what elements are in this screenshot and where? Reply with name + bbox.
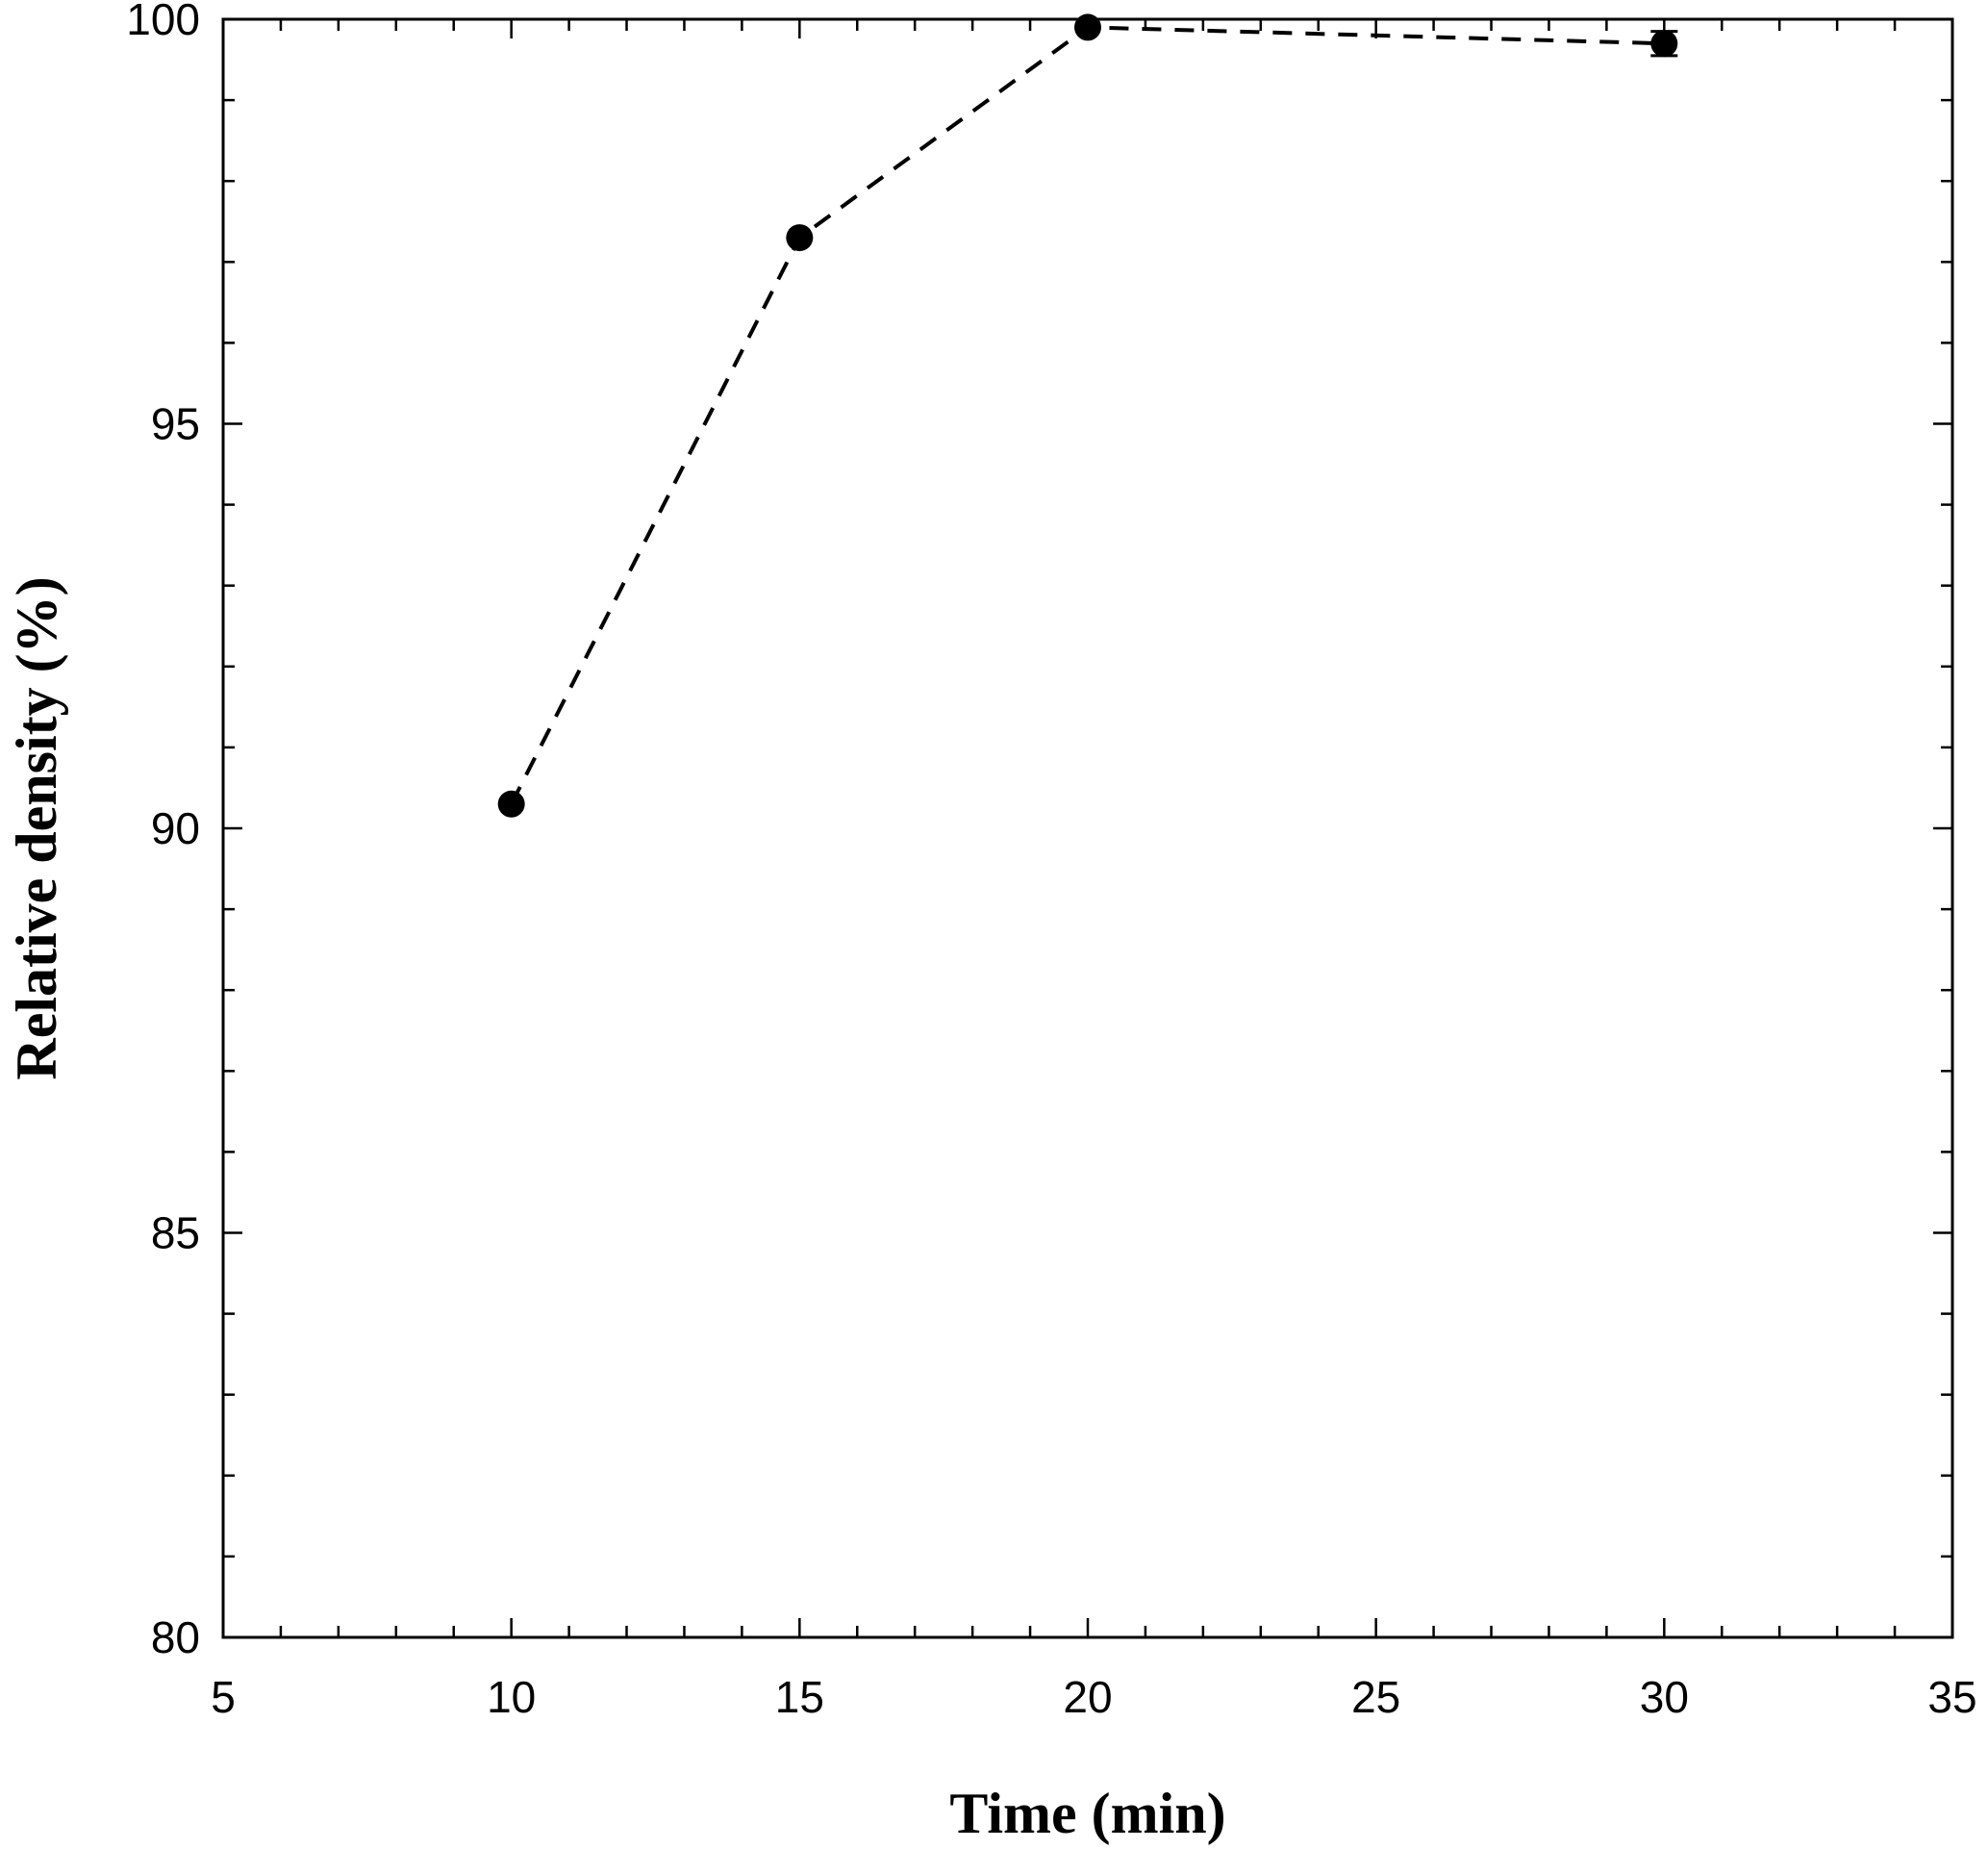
x-tick-label: 30 [1640,1672,1689,1722]
data-point [497,790,525,818]
series-line [509,25,1665,805]
y-tick-label: 95 [151,399,200,449]
data-point [1650,30,1678,58]
series-layer [497,13,1678,818]
x-tick-label: 15 [775,1672,824,1722]
data-point [1074,13,1101,41]
data-point [786,224,814,252]
x-tick-label: 5 [211,1672,236,1722]
ticks-layer [221,17,1954,1639]
y-tick-label: 90 [151,803,200,853]
labels-layer: 5 10 15 20 25 30 35 80 85 90 95 100 [126,0,1976,1722]
x-tick-label: 35 [1927,1672,1976,1722]
y-axis-title: Relative density (%) [5,576,68,1079]
x-tick-label: 10 [487,1672,536,1722]
x-tick-label: 25 [1351,1672,1400,1722]
plot-frame [221,17,1954,1639]
y-tick-label: 100 [126,0,200,44]
y-tick-label: 85 [151,1208,200,1258]
x-tick-label: 20 [1063,1672,1112,1722]
y-tick-label: 80 [151,1612,200,1662]
x-axis-title: Time (min) [949,1782,1225,1845]
